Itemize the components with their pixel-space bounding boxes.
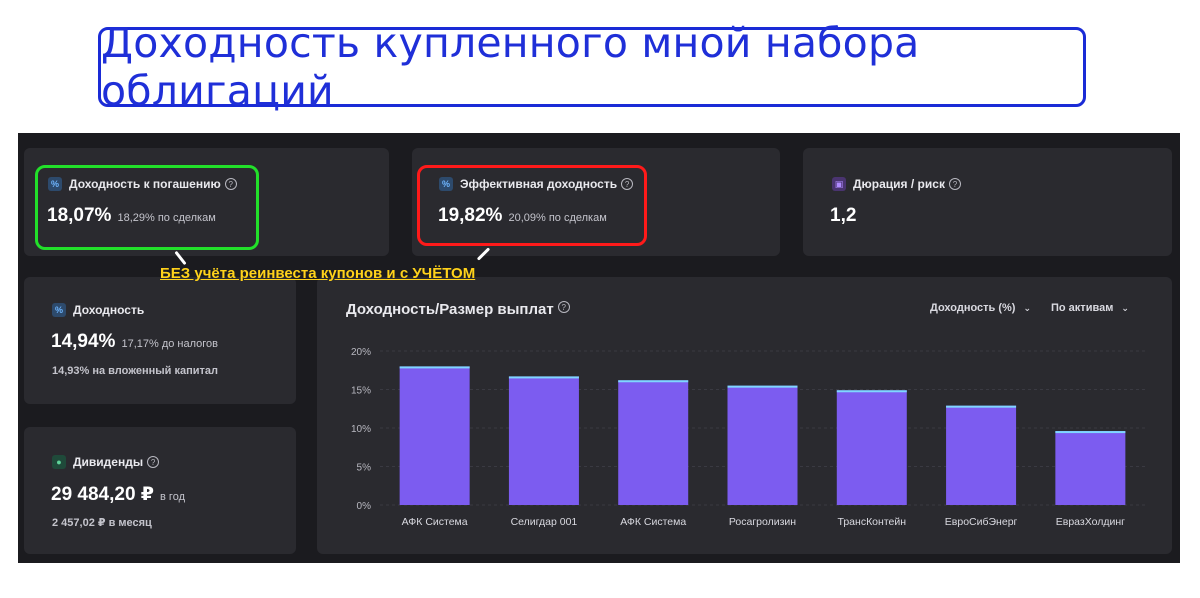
help-icon[interactable]: ? [147,456,160,468]
ytm-value-row: 18,07% 18,29% по сделкам [47,205,216,227]
effective-card-title: % Эффективная доходность ? [439,177,634,191]
x-tick-label: ЕвроСибЭнерг [945,516,1018,528]
effective-label: Эффективная доходность [460,177,618,191]
metric-dropdown-label: Доходность (%) [930,302,1016,314]
yield-value-row: 14,94% 17,17% до налогов [51,331,218,353]
dividends-sub: в год [160,491,185,503]
x-tick-label: Селигдар 001 [511,516,578,528]
dividends-monthly: 2 457,02 ₽ в месяц [52,517,152,529]
dividends-card[interactable] [24,427,296,554]
duration-label: Дюрация / риск [853,177,945,191]
x-tick-label: ЕвразХолдинг [1056,516,1125,528]
chart-title: Доходность/Размер выплат [346,301,554,318]
duration-card[interactable] [803,148,1172,256]
effective-value: 19,82% [438,205,503,226]
bar [508,376,579,505]
y-tick-label: 15% [351,386,371,397]
bar [836,390,907,505]
effective-sub: 20,09% по сделкам [508,212,607,224]
bar-cap [946,405,1017,408]
duration-value: 1,2 [830,205,857,226]
effective-value-row: 19,82% 20,09% по сделкам [438,205,607,227]
percent-icon: % [52,303,66,317]
y-tick-label: 0% [357,501,372,512]
yield-card-title: % Доходность [52,303,144,317]
bar-cap [836,390,907,393]
calendar-icon: ▣ [832,177,846,191]
help-icon[interactable]: ? [948,178,961,190]
bar [727,385,798,505]
metric-dropdown[interactable]: Доходность (%) ⌄ [930,302,1031,314]
yield-label: Доходность [73,303,145,317]
bar-cap [399,366,470,369]
chart-title-row: Доходность/Размер выплат? [346,301,570,318]
duration-card-title: ▣ Дюрация / риск ? [832,177,961,191]
yield-card[interactable] [24,277,296,404]
ytm-value: 18,07% [47,205,112,226]
y-tick-label: 10% [351,424,371,435]
dividends-value: 29 484,20 ₽ [51,484,155,505]
bar [946,405,1017,505]
ytm-highlight [35,165,259,250]
bar [399,366,470,505]
annotation-text: БЕЗ учёта реинвеста купонов и с УЧЁТОМ [160,265,476,282]
x-tick-label: АФК Система [620,516,686,528]
chevron-down-icon: ⌄ [1023,303,1032,313]
help-icon[interactable]: ? [557,301,570,313]
yield-value: 14,94% [51,331,116,352]
y-tick-label: 5% [357,463,372,474]
ytm-card-title: % Доходность к погашению ? [48,177,237,191]
bar-cap [1055,431,1126,434]
x-tick-label: Росагролизин [729,516,796,528]
title-box: Доходность купленного мной набора облига… [98,19,1086,115]
bar [1055,431,1126,505]
bar-cap [727,385,798,388]
piggy-bank-icon: ● [52,455,66,469]
help-icon[interactable]: ? [224,178,237,190]
x-tick-label: АФК Система [402,516,468,528]
bar-cap [508,376,579,379]
yield-capital: 14,93% на вложенный капитал [52,365,219,377]
dividends-card-title: ● Дивиденды ? [52,455,160,469]
x-tick-label: ТрансКонтейн [838,516,907,528]
help-icon[interactable]: ? [621,178,634,190]
dividends-label: Дивиденды [73,455,144,469]
bar [618,380,689,505]
effective-highlight [417,165,647,246]
chevron-down-icon: ⌄ [1121,303,1129,313]
dividends-value-row: 29 484,20 ₽ в год [51,483,185,506]
percent-icon: % [48,177,62,191]
grouping-dropdown-label: По активам [1051,302,1114,314]
bar-cap [618,380,689,383]
percent-icon: % [439,177,453,191]
bar-chart: 0% 5% 10% 15% 20% АФК Система Селигдар 001 АФК … [351,347,1145,528]
ytm-label: Доходность к погашению [69,177,221,191]
yield-sub: 17,17% до налогов [121,338,218,350]
y-tick-label: 20% [351,347,371,358]
ytm-sub: 18,29% по сделкам [117,212,216,224]
grouping-dropdown[interactable]: По активам ⌄ [1051,302,1129,314]
page-title: Доходность купленного мной набора облига… [101,19,920,115]
